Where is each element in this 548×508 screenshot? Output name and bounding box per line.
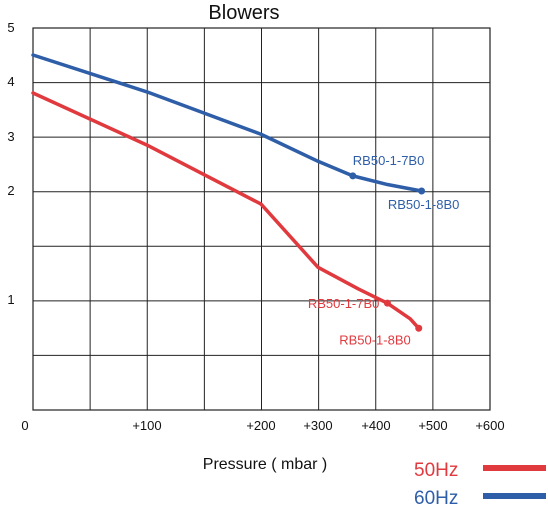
x-tick-label: +400: [361, 418, 390, 433]
y-tick-label: 4: [7, 74, 14, 89]
y-axis-ticks: 1 2 3 4 5: [7, 20, 14, 307]
point-label: RB50-1-7B0: [353, 153, 425, 168]
point-label: RB50-1-7B0: [308, 296, 380, 311]
legend: 50Hz 60Hz: [414, 460, 546, 508]
point-marker: [349, 172, 357, 180]
series-lines: [31, 53, 424, 331]
point-marker: [415, 324, 423, 332]
chart-title: Blowers: [208, 2, 279, 24]
point-marker: [383, 299, 391, 307]
x-tick-label: 0: [21, 418, 28, 433]
x-tick-label: +500: [418, 418, 447, 433]
y-tick-label: 3: [7, 129, 14, 144]
grid: [33, 28, 490, 410]
y-tick-label: 5: [7, 20, 14, 35]
point-markers: RB50-1-7B0 RB50-1-8B0 RB50-1-7B0 RB50-1-8B0: [308, 153, 460, 347]
x-tick-label: +100: [132, 418, 161, 433]
legend-label-50hz: 50Hz: [414, 460, 458, 481]
x-tick-label: +300: [303, 418, 332, 433]
x-tick-label: +600: [475, 418, 504, 433]
x-tick-label: +200: [246, 418, 275, 433]
point-label: RB50-1-8B0: [388, 197, 460, 212]
series-line-60hz: [31, 53, 424, 193]
legend-label-60hz: 60Hz: [414, 488, 458, 508]
x-axis-ticks: 0 +100 +200 +300 +400 +500 +600: [21, 418, 504, 433]
x-axis-title: Pressure ( mbar ): [203, 456, 327, 473]
series-line-50hz: [31, 91, 421, 331]
y-tick-label: 1: [7, 292, 14, 307]
point-marker: [418, 187, 426, 195]
point-label: RB50-1-8B0: [339, 332, 411, 347]
y-tick-label: 2: [7, 183, 14, 198]
